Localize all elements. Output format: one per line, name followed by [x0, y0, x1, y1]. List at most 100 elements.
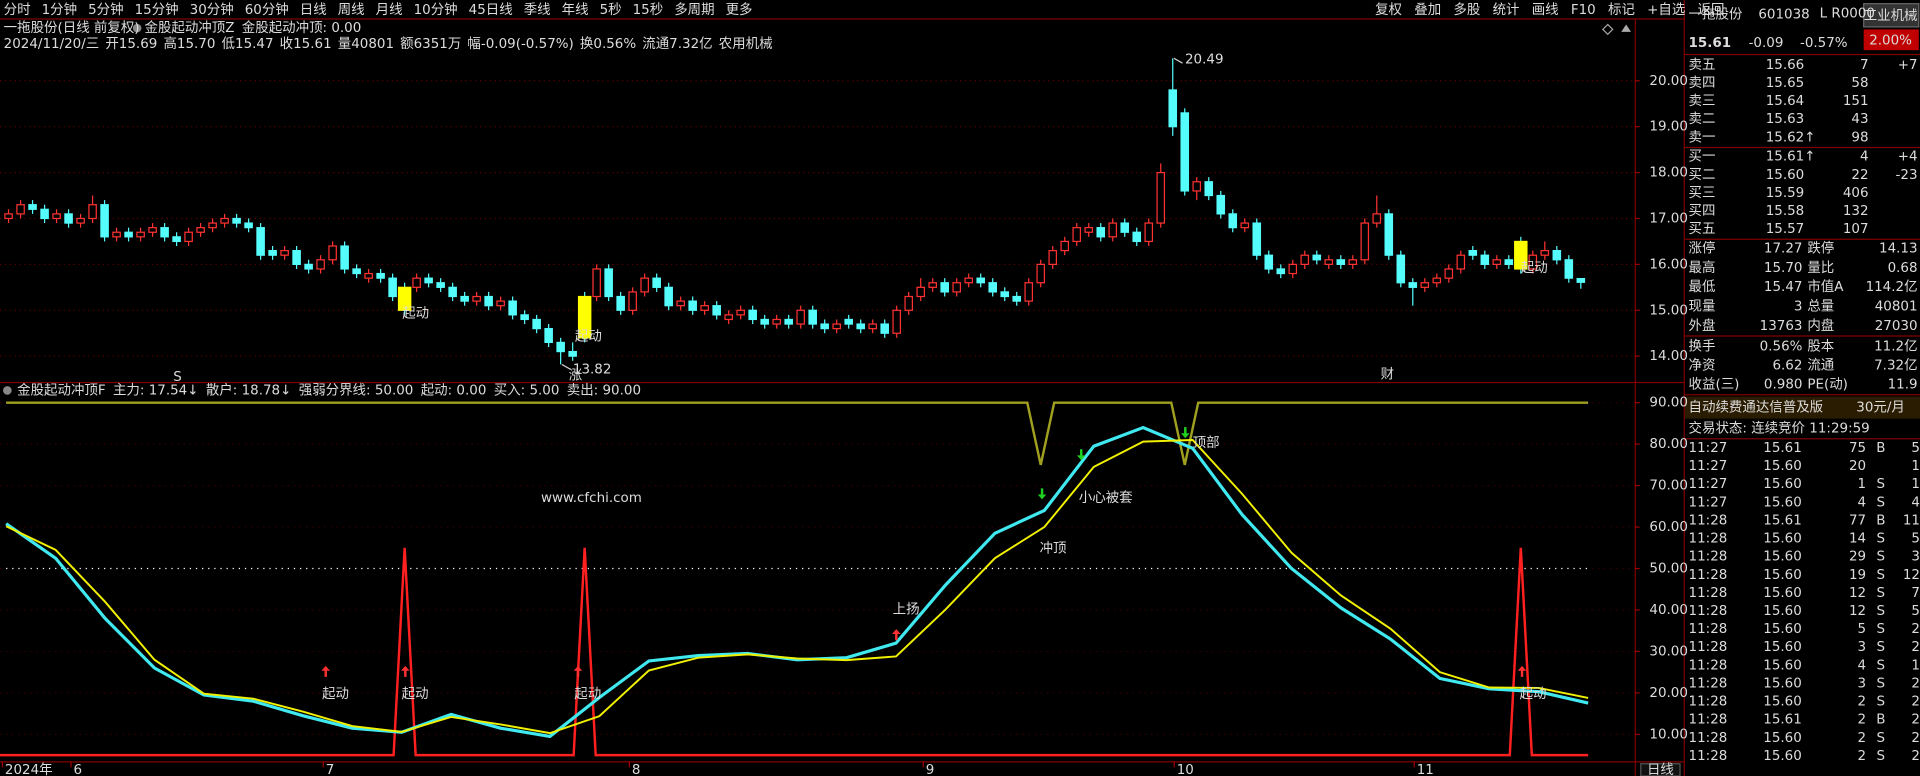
tick-count: 2 — [1911, 640, 1920, 655]
indicator-icon[interactable] — [132, 23, 142, 33]
candle-body — [832, 323, 841, 330]
candle-body — [124, 231, 133, 238]
candle-body — [880, 323, 889, 334]
tick-price: 15.60 — [1763, 604, 1802, 619]
period-tab[interactable]: 更多 — [726, 1, 753, 18]
candle-body — [1012, 295, 1022, 302]
stat-label: 市值A — [1807, 278, 1844, 295]
period-tab[interactable]: 日线 — [300, 2, 327, 18]
book-price: 15.61↑ — [1766, 150, 1816, 165]
book-price: 15.65 — [1766, 76, 1805, 91]
annotation: S — [173, 370, 182, 385]
quote-field: 低15.47 — [222, 36, 274, 52]
period-tab[interactable]: 月线 — [376, 2, 403, 18]
period-tab[interactable]: 15分钟 — [135, 1, 179, 18]
book-label: 卖二 — [1689, 111, 1716, 127]
marker-line — [561, 363, 571, 370]
y-tick-label: 60.00 — [1649, 520, 1688, 535]
quote-field: 高15.70 — [163, 35, 215, 52]
stat-value: 6.62 — [1772, 358, 1802, 373]
candle-body — [1324, 259, 1334, 265]
candle-body — [1372, 213, 1382, 224]
period-tab[interactable]: 60分钟 — [245, 1, 289, 18]
toolbar-button[interactable]: +自选 — [1647, 2, 1685, 18]
tick-side: B — [1876, 713, 1885, 728]
candle-body — [136, 231, 145, 238]
indicator-icon[interactable] — [3, 386, 12, 395]
tick-volume: 19 — [1849, 568, 1866, 583]
stat-value: 0.68 — [1888, 261, 1918, 276]
tick-count: 2 — [1911, 749, 1920, 764]
stat-label: 收益(三) — [1689, 377, 1740, 393]
toolbar-button[interactable]: 复权 — [1375, 1, 1402, 18]
tick-side: S — [1877, 532, 1886, 547]
book-volume: 151 — [1843, 94, 1869, 109]
ad-price[interactable]: 30元/月 — [1856, 401, 1905, 416]
toolbar-button[interactable]: 返回 — [1698, 2, 1725, 18]
candle-body — [868, 323, 877, 330]
tick-time: 11:28 — [1689, 640, 1728, 655]
period-box[interactable] — [1640, 763, 1681, 776]
tick-volume: 5 — [1858, 622, 1867, 637]
candle-body — [184, 231, 193, 243]
low-label: 13.82 — [573, 362, 612, 377]
candle-body — [652, 277, 661, 288]
period-label[interactable]: 日线 — [1647, 762, 1674, 776]
book-label: 买一 — [1689, 149, 1716, 165]
candle-body — [1000, 291, 1010, 298]
toolbar-button[interactable]: 叠加 — [1414, 2, 1441, 18]
tick-side: S — [1877, 622, 1886, 637]
quote-field: 收15.61 — [280, 36, 332, 52]
period-tab[interactable]: 5分钟 — [88, 1, 123, 18]
candle-body — [664, 286, 673, 307]
candle-body — [532, 318, 541, 330]
period-tab[interactable]: 1分钟 — [42, 1, 77, 18]
period-tab[interactable]: 15秒 — [633, 2, 664, 18]
candle-body — [940, 282, 950, 293]
period-tab[interactable]: 季线 — [524, 2, 551, 18]
period-tab[interactable]: 年线 — [562, 2, 589, 18]
period-tab[interactable]: 10分钟 — [414, 1, 458, 18]
y-tick-label: 90.00 — [1649, 396, 1688, 411]
toolbar-button[interactable]: 多股 — [1453, 1, 1480, 18]
toolbar-button[interactable]: F10 — [1571, 3, 1596, 18]
period-tab[interactable]: 周线 — [338, 2, 365, 18]
icon[interactable] — [1601, 23, 1614, 36]
toolbar-button[interactable]: 画线 — [1532, 2, 1559, 18]
candle-body — [700, 305, 709, 311]
book-delta: +4 — [1898, 150, 1918, 165]
tick-volume: 12 — [1849, 604, 1866, 619]
candle-body — [148, 227, 157, 233]
tick-time: 11:27 — [1689, 441, 1728, 456]
signal-arrow — [573, 665, 583, 677]
toolbar-button[interactable]: 统计 — [1493, 2, 1520, 18]
tick-volume: 1 — [1858, 477, 1867, 492]
ad-banner[interactable] — [1684, 396, 1920, 419]
candle-body — [328, 245, 337, 261]
toolbar-button[interactable]: 标记 — [1608, 2, 1635, 18]
y-tick-label: 14.00 — [1649, 349, 1688, 364]
icon[interactable] — [1621, 24, 1632, 32]
candle-body — [568, 350, 577, 357]
period-tab[interactable]: 30分钟 — [190, 1, 234, 18]
period-tab[interactable]: 分时 — [4, 2, 31, 18]
ad-text[interactable]: 自动续费通达信普及版 — [1689, 400, 1824, 416]
industry-box[interactable] — [1863, 3, 1920, 28]
period-tab[interactable]: 5秒 — [600, 2, 622, 18]
book-price: 15.66 — [1766, 58, 1805, 73]
industry[interactable]: 工业机械 — [1864, 8, 1918, 24]
candle-body — [1564, 259, 1574, 279]
tick-time: 11:28 — [1689, 622, 1728, 637]
y-tick-label: 17.00 — [1649, 211, 1688, 226]
change-pct: -0.57% — [1800, 36, 1848, 51]
period-tab[interactable]: 45日线 — [469, 2, 513, 18]
stat-label: 总量 — [1807, 298, 1834, 314]
indicator-line — [5, 425, 1589, 739]
tick-time: 11:27 — [1689, 477, 1728, 492]
book-price: 15.63 — [1766, 112, 1805, 127]
period-tab[interactable]: 多周期 — [674, 1, 714, 18]
candle-body — [952, 282, 962, 293]
signal-arrow — [1076, 449, 1086, 461]
tick-count: 2 — [1911, 676, 1920, 691]
candle-body — [796, 309, 805, 325]
